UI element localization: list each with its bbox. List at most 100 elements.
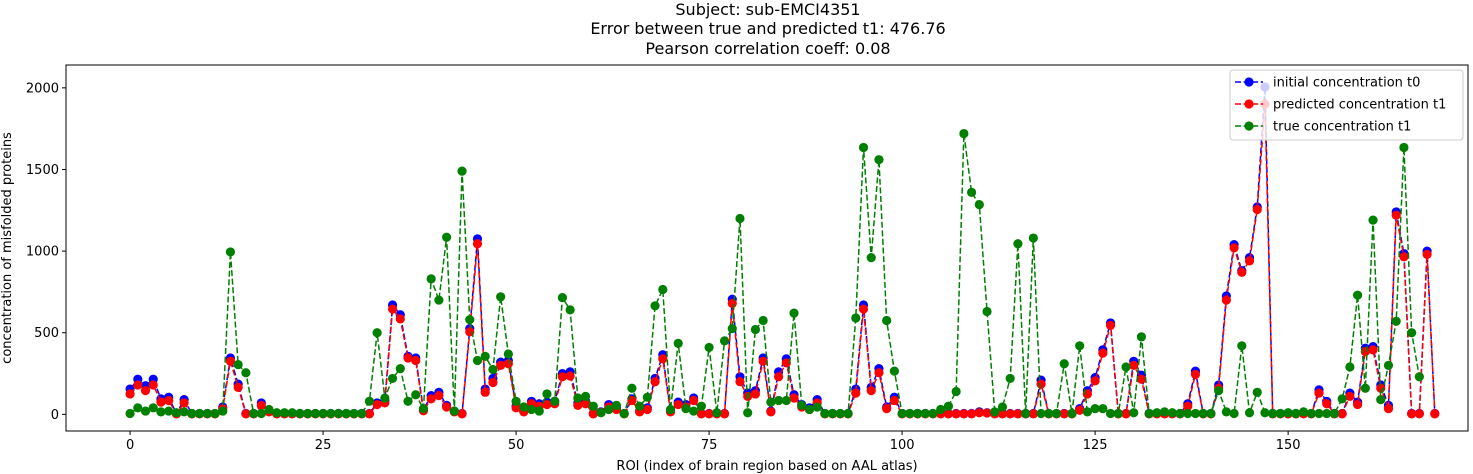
data-point bbox=[750, 324, 761, 335]
legend-label: true concentration t1 bbox=[1273, 120, 1411, 135]
data-point bbox=[1167, 408, 1177, 418]
data-point bbox=[936, 404, 946, 415]
data-point bbox=[465, 315, 475, 325]
data-point bbox=[287, 408, 297, 418]
data-point bbox=[179, 398, 189, 408]
data-point bbox=[1129, 360, 1139, 370]
data-point bbox=[1136, 332, 1147, 342]
data-point bbox=[418, 404, 429, 414]
data-point bbox=[658, 354, 668, 364]
legend-label: initial concentration t0 bbox=[1273, 76, 1420, 91]
data-point bbox=[1013, 239, 1023, 249]
data-point bbox=[1298, 407, 1309, 417]
data-point bbox=[449, 406, 459, 416]
data-point bbox=[426, 394, 436, 404]
data-point bbox=[943, 409, 954, 419]
data-point bbox=[380, 393, 390, 403]
data-point bbox=[658, 284, 668, 295]
legend-label: predicted concentration t1 bbox=[1273, 98, 1446, 113]
chart-title-line-1: Subject: sub-EMCI4351 bbox=[675, 0, 860, 19]
data-point bbox=[1314, 408, 1324, 419]
y-axis-ticks: 0 500 1000 1500 2000 bbox=[26, 81, 66, 423]
data-point bbox=[1121, 362, 1131, 372]
data-point bbox=[588, 401, 598, 411]
data-point bbox=[889, 395, 899, 406]
data-point bbox=[333, 408, 344, 419]
data-point bbox=[1059, 409, 1069, 419]
x-tick-label: 0 bbox=[126, 438, 134, 453]
data-point bbox=[1252, 204, 1262, 215]
data-point bbox=[1021, 408, 1031, 419]
data-point bbox=[472, 355, 483, 366]
x-tick-label: 75 bbox=[701, 438, 718, 453]
data-point bbox=[542, 389, 552, 399]
data-point bbox=[256, 400, 266, 410]
data-point bbox=[565, 305, 575, 315]
data-point bbox=[882, 315, 892, 326]
data-point bbox=[457, 409, 467, 419]
data-point bbox=[758, 315, 768, 326]
data-point bbox=[851, 313, 861, 323]
data-point bbox=[1414, 409, 1424, 419]
data-point bbox=[905, 408, 915, 419]
data-point bbox=[1407, 328, 1417, 338]
data-point bbox=[387, 373, 398, 384]
data-point bbox=[1283, 408, 1293, 418]
data-point bbox=[982, 306, 992, 317]
data-point bbox=[411, 390, 421, 400]
data-point bbox=[1383, 404, 1394, 414]
x-tick-label: 25 bbox=[315, 438, 332, 453]
data-point bbox=[1414, 372, 1424, 382]
data-point bbox=[1383, 360, 1394, 370]
data-point bbox=[1314, 388, 1324, 398]
data-point bbox=[326, 408, 336, 419]
data-point bbox=[673, 338, 683, 348]
data-point bbox=[496, 360, 506, 370]
data-point bbox=[997, 402, 1008, 412]
data-point bbox=[1244, 256, 1255, 266]
data-point bbox=[642, 404, 652, 415]
data-point bbox=[1028, 233, 1038, 243]
data-point bbox=[156, 407, 166, 417]
data-point bbox=[125, 389, 135, 399]
data-point bbox=[1183, 401, 1193, 411]
data-point bbox=[1183, 408, 1193, 419]
data-point bbox=[310, 408, 320, 419]
data-point bbox=[1051, 408, 1062, 419]
data-point bbox=[866, 253, 876, 263]
data-point bbox=[303, 408, 313, 419]
data-point bbox=[874, 368, 884, 378]
data-point bbox=[1221, 407, 1231, 417]
data-point bbox=[611, 400, 622, 410]
data-point bbox=[773, 372, 784, 382]
data-point bbox=[496, 292, 506, 302]
data-point bbox=[1075, 341, 1085, 351]
data-point bbox=[256, 408, 266, 419]
data-point bbox=[696, 409, 706, 419]
data-point bbox=[1368, 345, 1378, 355]
data-point bbox=[573, 400, 583, 410]
data-point bbox=[503, 349, 513, 359]
data-point bbox=[1036, 379, 1046, 389]
data-point bbox=[681, 404, 691, 414]
data-point bbox=[866, 386, 876, 396]
data-point bbox=[1391, 316, 1401, 326]
data-point bbox=[804, 404, 815, 415]
data-point bbox=[364, 396, 375, 406]
data-point bbox=[125, 408, 135, 419]
data-point bbox=[689, 395, 699, 406]
data-point bbox=[1113, 408, 1123, 419]
data-point bbox=[133, 380, 143, 390]
data-point bbox=[928, 408, 938, 419]
data-point bbox=[604, 404, 614, 415]
data-point bbox=[372, 399, 382, 410]
data-point bbox=[140, 406, 151, 416]
data-point bbox=[990, 407, 1000, 417]
data-point bbox=[1090, 404, 1100, 414]
data-point bbox=[1144, 408, 1154, 419]
data-point bbox=[835, 408, 845, 419]
data-point bbox=[1306, 408, 1316, 419]
data-point bbox=[982, 408, 992, 418]
data-point bbox=[140, 386, 151, 396]
data-point bbox=[727, 324, 737, 334]
